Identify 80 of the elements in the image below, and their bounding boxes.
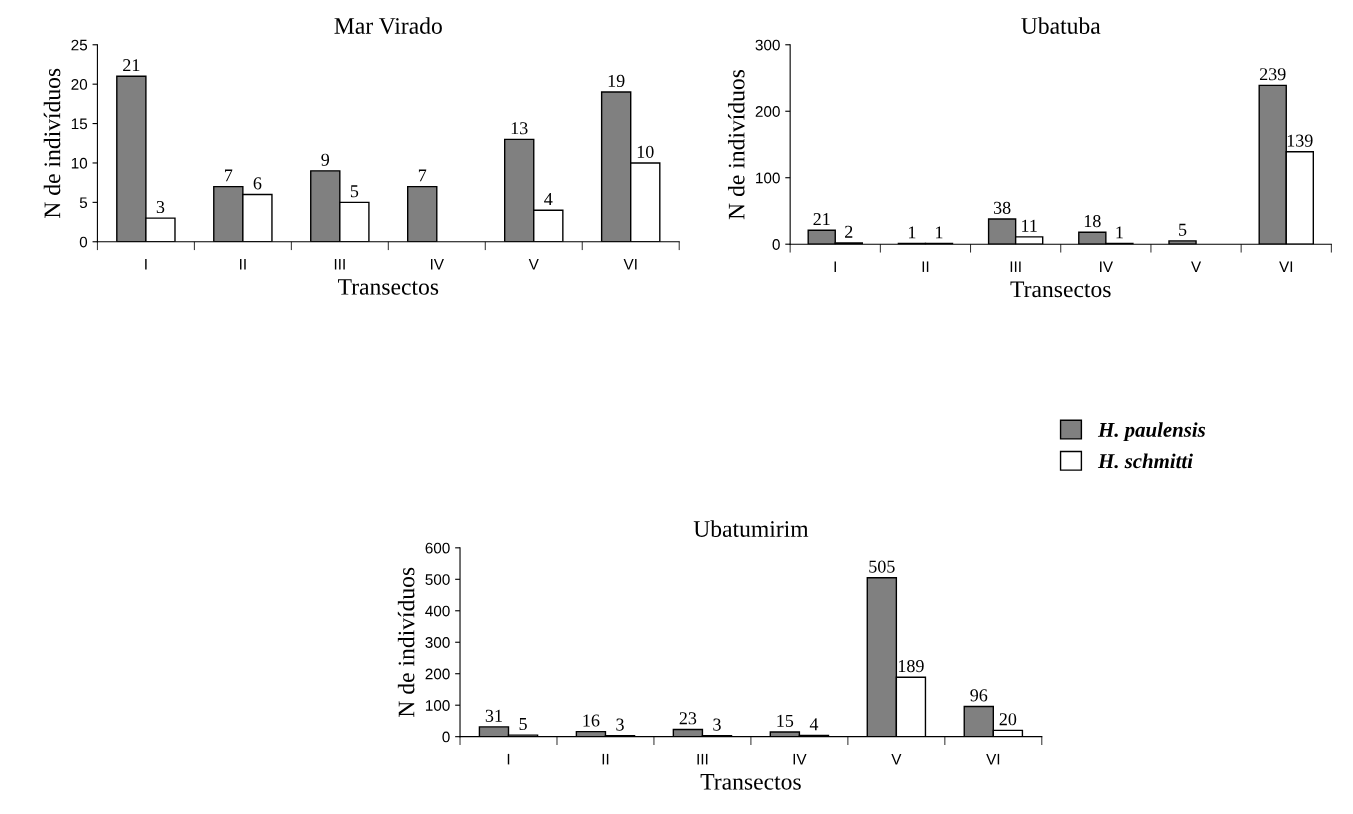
- y-tick-label: 20: [71, 79, 88, 90]
- chart-title: Ubatuba: [1021, 17, 1101, 34]
- data-label: 19: [608, 74, 625, 87]
- x-tick-label: I: [834, 261, 836, 272]
- data-label: 3: [156, 200, 165, 214]
- y-tick-label: 0: [772, 239, 780, 250]
- data-label: 3: [616, 718, 624, 731]
- x-tick-label: I: [507, 753, 510, 765]
- data-label: 5: [519, 718, 527, 731]
- data-label: 10: [637, 145, 654, 158]
- y-axis-title: N de indivíduos: [397, 567, 415, 717]
- y-tick-label: 25: [71, 39, 88, 51]
- chart-title: Mar Virado: [334, 17, 442, 35]
- data-label: 4: [809, 718, 819, 731]
- y-axis-title: N de indivíduos: [43, 68, 61, 219]
- x-tick-label: VI: [986, 753, 1000, 765]
- x-tick-label: IV: [1100, 261, 1113, 272]
- legend-label: H. schmitti: [1097, 453, 1193, 469]
- x-tick-label: II: [240, 258, 246, 270]
- data-label: 505: [869, 560, 895, 573]
- data-label: 7: [418, 169, 427, 182]
- data-label: 2: [845, 225, 853, 238]
- data-label: 20: [999, 713, 1017, 726]
- legend-label: H. paulensis: [1097, 422, 1206, 442]
- x-tick-label: VI: [1279, 261, 1293, 272]
- x-tick-label: V: [891, 753, 902, 765]
- data-label: 5: [350, 185, 359, 198]
- x-tick-label: III: [1010, 261, 1021, 272]
- x-tick-label: III: [334, 258, 345, 270]
- data-label: 6: [253, 177, 262, 190]
- x-tick-label: V: [528, 258, 539, 270]
- x-tick-label: III: [697, 753, 708, 765]
- x-axis-title: Transectos: [1010, 281, 1111, 298]
- y-tick-label: 300: [755, 39, 780, 51]
- data-label: 23: [679, 712, 697, 725]
- y-tick-label: 600: [425, 542, 450, 554]
- data-label: 18: [1084, 214, 1101, 228]
- data-label: 1: [936, 226, 943, 239]
- x-tick-label: II: [922, 261, 929, 272]
- y-tick-label: 200: [755, 106, 780, 117]
- x-tick-label: II: [602, 753, 609, 765]
- y-tick-label: 100: [756, 172, 780, 184]
- data-label: 1: [1116, 226, 1123, 239]
- data-label: 189: [898, 659, 924, 673]
- y-tick-label: 500: [425, 574, 450, 585]
- y-tick-label: 0: [442, 731, 450, 743]
- data-label: 4: [544, 193, 553, 206]
- x-tick-label: I: [145, 258, 147, 270]
- y-tick-label: 300: [425, 637, 450, 648]
- data-label: 3: [713, 718, 721, 731]
- data-label: 21: [123, 59, 140, 72]
- data-label: 139: [1287, 134, 1313, 147]
- data-label: 15: [777, 714, 794, 727]
- y-tick-label: 5: [79, 197, 88, 209]
- data-label: 16: [583, 714, 600, 727]
- data-label: 1: [909, 226, 916, 239]
- data-label: 5: [1179, 223, 1187, 236]
- x-axis-title: Transectos: [338, 279, 439, 295]
- data-label: 21: [813, 213, 830, 226]
- y-tick-label: 400: [425, 605, 450, 617]
- x-tick-label: VI: [623, 258, 637, 270]
- data-label: 7: [225, 169, 233, 182]
- data-label: 13: [511, 122, 528, 135]
- x-tick-label: IV: [430, 258, 444, 270]
- chart-title: Ubatumirim: [693, 520, 809, 537]
- data-label: 11: [1022, 219, 1037, 232]
- y-tick-label: 100: [425, 700, 450, 711]
- data-label: 9: [321, 153, 330, 166]
- y-tick-label: 10: [71, 157, 88, 169]
- x-tick-label: IV: [793, 753, 807, 765]
- y-axis-title: N de indivíduos: [727, 69, 745, 220]
- x-axis-title: Transectos: [700, 774, 801, 790]
- data-label: 239: [1259, 68, 1286, 81]
- y-tick-label: 0: [79, 236, 88, 248]
- y-tick-label: 200: [425, 668, 450, 680]
- x-tick-label: V: [1191, 261, 1202, 272]
- y-tick-label: 15: [71, 118, 88, 130]
- data-label: 38: [993, 201, 1011, 214]
- data-label: 96: [970, 689, 988, 702]
- data-label: 31: [485, 709, 502, 722]
